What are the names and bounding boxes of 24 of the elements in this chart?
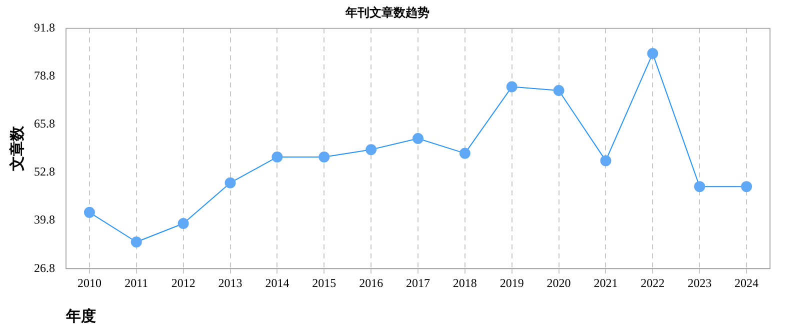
y-tick-label: 91.8 xyxy=(34,20,55,35)
x-tick-label: 2023 xyxy=(688,276,712,290)
chart-title: 年刊文章数趋势 xyxy=(344,5,430,20)
y-tick-label: 39.8 xyxy=(34,212,55,227)
x-tick-label: 2018 xyxy=(452,276,477,290)
x-tick-label: 2014 xyxy=(265,276,290,290)
x-axis-title: 年度 xyxy=(65,306,96,325)
x-tick-label: 2019 xyxy=(500,276,524,290)
x-tick-label: 2020 xyxy=(546,276,571,290)
x-tick-label: 2011 xyxy=(124,276,148,290)
x-tick-label: 2013 xyxy=(218,276,242,290)
y-tick-label: 26.8 xyxy=(34,260,55,275)
x-tick-label: 2024 xyxy=(734,276,759,290)
y-axis-title: 文章数 xyxy=(8,125,26,172)
x-tick-label: 2022 xyxy=(640,276,665,290)
x-tick-label: 2010 xyxy=(77,276,102,290)
x-tick-label: 2012 xyxy=(171,276,196,290)
x-tick-label: 2016 xyxy=(359,276,384,290)
x-tick-label: 2015 xyxy=(312,276,336,290)
y-tick-label: 78.8 xyxy=(34,68,55,83)
x-tick-label: 2021 xyxy=(594,276,618,290)
y-tick-label: 52.8 xyxy=(34,164,55,179)
x-tick-label: 2017 xyxy=(406,276,430,290)
y-tick-label: 65.8 xyxy=(34,116,55,131)
